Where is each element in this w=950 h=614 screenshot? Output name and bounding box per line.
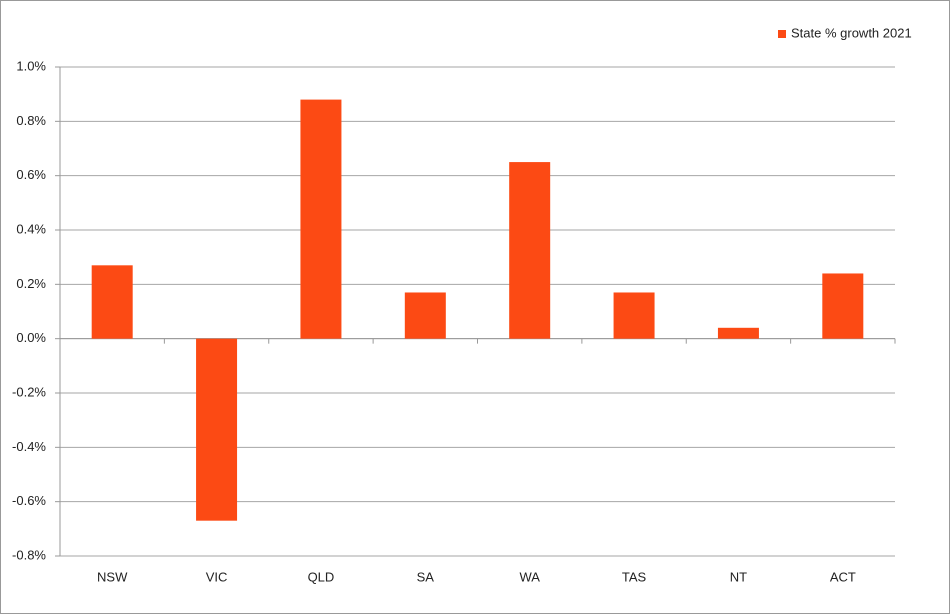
x-tick-label: NSW <box>97 569 128 584</box>
bar <box>717 327 759 339</box>
y-tick-label: 1.0% <box>16 58 46 73</box>
y-tick-label: 0.8% <box>16 113 46 128</box>
y-tick-label: -0.4% <box>12 439 46 454</box>
legend-label: State % growth 2021 <box>791 25 912 40</box>
bar <box>91 265 133 339</box>
y-tick-label: 0.0% <box>16 330 46 345</box>
x-tick-label: WA <box>519 569 540 584</box>
bar <box>196 338 238 521</box>
y-tick-label: 0.4% <box>16 221 46 236</box>
y-tick-label: -0.8% <box>12 547 46 562</box>
bar <box>509 162 551 339</box>
x-tick-label: NT <box>730 569 747 584</box>
x-tick-label: QLD <box>308 569 335 584</box>
x-tick-label: VIC <box>206 569 228 584</box>
y-tick-label: 0.6% <box>16 167 46 182</box>
y-tick-label: -0.2% <box>12 384 46 399</box>
y-tick-label: -0.6% <box>12 493 46 508</box>
bar <box>300 99 342 339</box>
x-tick-label: TAS <box>622 569 647 584</box>
x-tick-label: ACT <box>830 569 856 584</box>
y-tick-label: 0.2% <box>16 276 46 291</box>
bar <box>404 292 446 339</box>
x-tick-label: SA <box>417 569 435 584</box>
bar <box>822 273 864 339</box>
legend-swatch <box>778 30 786 38</box>
bar <box>613 292 655 339</box>
